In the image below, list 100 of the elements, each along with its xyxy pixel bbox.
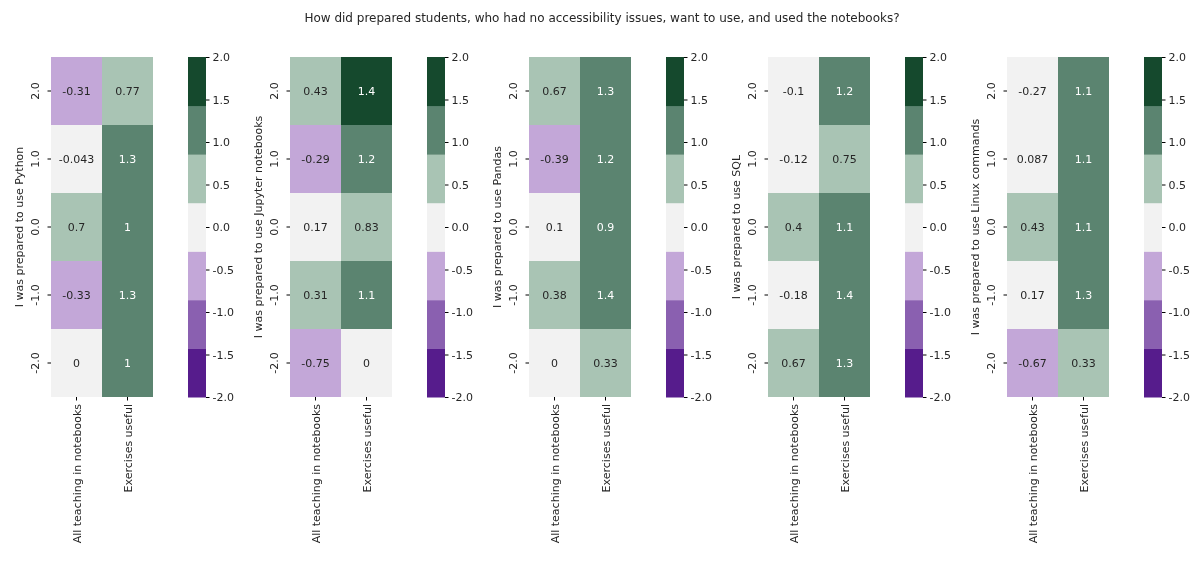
color-bar-label: 1.5 [1168, 93, 1186, 107]
data-label: 1.2 [596, 152, 615, 166]
data-label: -0.31 [62, 84, 91, 98]
color-bar-label: 0.5 [690, 178, 708, 192]
x-tick-label: Exercises useful [838, 404, 852, 493]
data-label: 0.9 [596, 220, 615, 234]
color-bar-label: -0.5 [212, 263, 234, 277]
data-label: 0.4 [784, 220, 803, 234]
y-tick-label: -1.0 [268, 284, 281, 306]
data-label: 0.31 [303, 288, 328, 302]
data-label: -0.27 [1018, 84, 1047, 98]
color-bar-label: 0.5 [451, 178, 469, 192]
data-label: 0 [73, 356, 80, 370]
y-tick-label: -2.0 [746, 352, 759, 374]
data-label: 0.75 [832, 152, 857, 166]
data-label: 1.4 [835, 288, 854, 302]
y-axis-title: I was prepared to use Pandas [491, 145, 504, 308]
color-bar-label: 1.0 [690, 136, 708, 150]
data-label: 1.4 [357, 84, 376, 98]
color-bar-label: -2.0 [1168, 391, 1190, 405]
color-bar-label: 0.5 [212, 178, 230, 192]
color-bar-label: -0.5 [451, 263, 473, 277]
y-tick-label: 2.0 [29, 82, 42, 100]
x-tick-label: Exercises useful [360, 404, 374, 493]
color-bar-label: -2.0 [690, 391, 712, 405]
color-bar-label: -1.5 [690, 348, 712, 362]
data-label: 0.1 [545, 220, 564, 234]
y-tick-label: 0.0 [746, 218, 759, 236]
y-tick-label: 2.0 [507, 82, 520, 100]
data-label: -0.18 [779, 288, 808, 302]
data-label: 0.43 [303, 84, 328, 98]
data-label: -0.29 [301, 152, 330, 166]
color-bar-label: 2.0 [929, 51, 947, 65]
color-bar-label: 1.5 [212, 93, 230, 107]
y-tick-label: -2.0 [507, 352, 520, 374]
y-tick-label: 0.0 [29, 218, 42, 236]
color-bar-label: -2.0 [929, 391, 951, 405]
y-tick-label: -2.0 [29, 352, 42, 374]
data-label: -0.1 [782, 84, 805, 98]
data-label: 1.3 [118, 152, 137, 166]
data-label: 0.17 [303, 220, 328, 234]
color-bar-label: 2.0 [690, 51, 708, 65]
color-bar-label: 1.5 [451, 93, 469, 107]
color-bar-label: -1.0 [451, 306, 473, 320]
color-bar-label: -1.5 [451, 348, 473, 362]
color-bar-label: 1.0 [212, 136, 230, 150]
y-axis-title: I was prepared to use Jupyter notebooks [252, 115, 265, 339]
color-bar-label: -1.5 [929, 348, 951, 362]
x-tick-label: Exercises useful [1077, 404, 1091, 493]
data-label: 0 [551, 356, 558, 370]
y-tick-label: 1.0 [746, 150, 759, 168]
y-tick-label: -2.0 [268, 352, 281, 374]
color-bar-label: -1.0 [929, 306, 951, 320]
y-tick-label: 0.0 [507, 218, 520, 236]
data-label: 1.2 [835, 84, 854, 98]
color-bar-label: -0.5 [1168, 263, 1190, 277]
y-axis-title: I was prepared to use SQL [730, 154, 743, 300]
y-tick-label: 1.0 [507, 150, 520, 168]
data-label: 1.4 [596, 288, 615, 302]
color-bar-label: 0.0 [929, 221, 947, 235]
y-tick-label: 2.0 [268, 82, 281, 100]
data-label: 1 [124, 220, 131, 234]
data-label: 0.67 [781, 356, 806, 370]
color-bar-label: 0.0 [1168, 221, 1186, 235]
x-tick-label: Exercises useful [121, 404, 135, 493]
data-label: 1.1 [1074, 152, 1093, 166]
y-tick-label: 1.0 [29, 150, 42, 168]
x-tick-label: All teaching in notebooks [1026, 403, 1040, 544]
y-tick-label: -1.0 [746, 284, 759, 306]
data-label: 0.67 [542, 84, 567, 98]
color-bar-label: 0.5 [1168, 178, 1186, 192]
chart-title: How did prepared students, who had no accessibility issues, want to use, and used the notebooks? [304, 11, 900, 25]
data-label: 1.1 [1074, 84, 1093, 98]
data-label: 0.83 [354, 220, 379, 234]
color-bar-label: -0.5 [690, 263, 712, 277]
data-label: 0.17 [1020, 288, 1045, 302]
color-bar-label: 1.0 [1168, 136, 1186, 150]
data-label: 1.3 [835, 356, 854, 370]
data-label: -0.33 [62, 288, 91, 302]
data-label: 0.33 [1071, 356, 1096, 370]
color-bar-label: 1.5 [929, 93, 947, 107]
data-label: -0.75 [301, 356, 330, 370]
x-tick-label: All teaching in notebooks [309, 403, 323, 544]
data-label: -0.043 [58, 152, 95, 166]
color-bar-label: -2.0 [451, 391, 473, 405]
y-tick-label: -1.0 [985, 284, 998, 306]
color-bar-label: 1.0 [451, 136, 469, 150]
color-bar-label: -1.0 [1168, 306, 1190, 320]
x-tick-label: All teaching in notebooks [70, 403, 84, 544]
data-label: -0.39 [540, 152, 569, 166]
color-bar-label: 1.0 [929, 136, 947, 150]
data-label: 0.33 [593, 356, 618, 370]
data-label: 0.38 [542, 288, 567, 302]
data-label: 0.087 [1016, 152, 1049, 166]
data-label: 1.3 [118, 288, 137, 302]
data-label: 1.1 [357, 288, 376, 302]
y-axis-title: I was prepared to use Linux commands [969, 118, 982, 336]
color-bar-label: 0.0 [451, 221, 469, 235]
y-tick-label: -1.0 [29, 284, 42, 306]
data-label: 0.77 [115, 84, 140, 98]
